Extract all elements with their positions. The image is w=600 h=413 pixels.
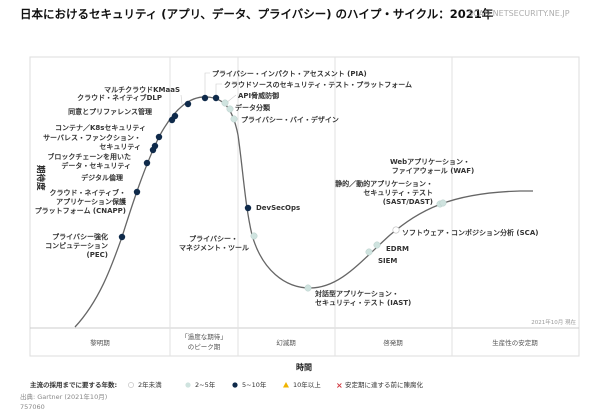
phase-slope: 啓発期	[383, 338, 403, 347]
marker-kmaas[interactable]	[184, 100, 192, 108]
legend-obsolete-icon: ×	[336, 381, 343, 390]
legend-2to5-icon	[185, 382, 191, 388]
label-pbd: プライバシー・バイ・デザイン	[241, 115, 339, 124]
marker-privmgmt[interactable]	[250, 232, 258, 240]
phase-peak-line2: のピーク期	[188, 343, 221, 351]
label-iast-2: セキュリティ・テスト (IAST)	[315, 299, 411, 307]
phase-dividers	[169, 57, 453, 356]
label-cnapp-3: プラットフォーム (CNAPP)	[35, 206, 126, 215]
x-axis-label: 時間	[296, 362, 312, 372]
as-of-date: 2021年10月 現在	[531, 318, 576, 326]
legend-title: 主流の採用までに要する年数:	[30, 380, 117, 389]
chart-frame	[29, 56, 580, 357]
marker-cnapp[interactable]	[133, 188, 141, 196]
label-kmaas: マルチクラウドKMaaS	[104, 85, 180, 94]
label-iast-1: 対話型アプリケーション・	[314, 289, 399, 298]
legend-over10: 10年以上	[293, 380, 321, 389]
label-consent: 同意とプリファレンス管理	[68, 107, 152, 116]
label-ethics: デジタル倫理	[81, 173, 123, 182]
marker-ethics[interactable]	[151, 142, 159, 150]
legend-lt2-icon	[128, 382, 134, 388]
label-cnapp-1: クラウド・ネイティブ・	[50, 188, 126, 197]
phase-trough: 幻滅期	[276, 338, 296, 347]
label-pec-2: コンピュテーション	[45, 241, 108, 250]
marker-edrm[interactable]	[373, 241, 381, 249]
label-pia: プライバシー・インパクト・アセスメント (PIA)	[212, 69, 367, 78]
marker-api[interactable]	[221, 99, 229, 107]
marker-waf[interactable]	[439, 199, 447, 207]
marker-blockchain[interactable]	[143, 159, 151, 167]
figure-title: 日本におけるセキュリティ (アプリ、データ、プライバシー) のハイプ・サイクル：…	[20, 7, 494, 21]
legend-5to10-icon	[232, 382, 238, 388]
marker-pec[interactable]	[118, 233, 126, 241]
marker-iast[interactable]	[304, 284, 312, 292]
marker-dlp[interactable]	[171, 112, 179, 120]
label-sast-1: 静的／動的アプリケーション・	[335, 179, 433, 188]
label-pec-3: (PEC)	[87, 251, 108, 259]
y-axis-label: 期待度	[35, 165, 46, 191]
legend-over10-icon	[283, 382, 289, 388]
legend-obsolete: 安定期に達する前に陳腐化	[345, 380, 424, 389]
label-container: コンテナ／K8sセキュリティ	[55, 124, 146, 132]
marker-pbd[interactable]	[230, 115, 238, 123]
marker-sca[interactable]	[392, 226, 400, 234]
marker-pia[interactable]	[201, 94, 209, 102]
label-serverless-2: セキュリティ	[99, 143, 141, 151]
label-siem: SIEM	[378, 257, 397, 265]
marker-devsecops[interactable]	[244, 204, 252, 212]
technology-markers	[118, 94, 447, 292]
document-id: 757060	[20, 403, 45, 411]
marker-dataclass[interactable]	[226, 105, 234, 113]
phase-peak-line1: 「過度な期待」	[181, 332, 227, 341]
label-waf-1: Webアプリケーション・	[390, 157, 470, 166]
label-api: API脅威防御	[238, 91, 279, 100]
label-sca: ソフトウェア・コンポジション分析 (SCA)	[402, 228, 538, 237]
legend-5to10: 5~10年	[242, 380, 267, 389]
label-serverless-1: サーバレス・ファンクション・	[43, 133, 141, 142]
marker-siem[interactable]	[365, 248, 373, 256]
label-privmgmt-2: マネジメント・ツール	[179, 244, 249, 252]
label-sast-2: セキュリティ・テスト	[363, 189, 433, 197]
phase-plateau: 生産性の安定期	[492, 338, 538, 347]
phase-innovation-trigger: 黎明期	[90, 338, 110, 347]
label-crowd: クラウドソースのセキュリティ・テスト・プラットフォーム	[224, 80, 412, 89]
hype-curve	[74, 96, 533, 328]
label-devsecops: DevSecOps	[256, 204, 300, 212]
label-cnapp-2: アプリケーション保護	[56, 197, 127, 206]
label-blockchain-2: データ・セキュリティ	[61, 161, 131, 170]
label-dataclass: データ分類	[235, 103, 271, 112]
watermark: SCAN.NETSECURITY.NE.JP	[468, 9, 570, 18]
label-pec-1: プライバシー強化	[52, 232, 108, 241]
legend-2to5: 2~5年	[195, 380, 216, 389]
marker-crowd[interactable]	[212, 94, 220, 102]
legend: 主流の採用までに要する年数: 2年未満 2~5年 5~10年 10年以上 × 安…	[30, 380, 424, 390]
label-dlp: クラウド・ネイティブDLP	[77, 93, 162, 102]
technology-labels: マルチクラウドKMaaS クラウド・ネイティブDLP 同意とプリファレンス管理 …	[35, 69, 539, 307]
label-waf-2: ファイアウォール (WAF)	[392, 166, 474, 175]
label-privmgmt-1: プライバシー・	[189, 234, 238, 243]
label-edrm: EDRM	[386, 245, 409, 253]
label-sast-3: (SAST/DAST)	[383, 198, 433, 206]
label-blockchain-1: ブロックチェーンを用いた	[47, 152, 131, 161]
source-note: 出典: Gartner (2021年10月)	[20, 392, 107, 401]
legend-lt2: 2年未満	[138, 380, 162, 389]
marker-container[interactable]	[155, 133, 163, 141]
